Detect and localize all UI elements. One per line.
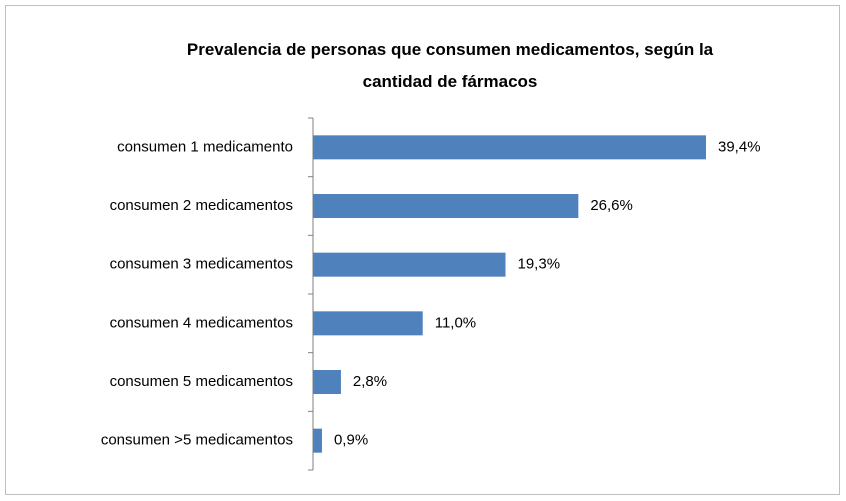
category-label: consumen 5 medicamentos (110, 373, 293, 390)
value-label: 39,4% (718, 138, 761, 155)
category-label: consumen 3 medicamentos (110, 256, 293, 273)
category-label: consumen 4 medicamentos (110, 314, 293, 331)
chart-border (5, 5, 840, 495)
bar (313, 194, 579, 218)
value-label: 11,0% (435, 314, 476, 331)
bar (313, 252, 506, 277)
bar (313, 311, 423, 336)
value-label: 0,9% (334, 432, 368, 449)
bar (313, 135, 706, 160)
bar (313, 428, 322, 453)
bar (313, 370, 341, 394)
value-label: 2,8% (353, 373, 387, 390)
value-label: 26,6% (590, 197, 633, 214)
category-label: consumen 1 medicamento (117, 138, 293, 155)
value-label: 19,3% (518, 256, 561, 273)
category-label: consumen 2 medicamentos (110, 197, 293, 214)
category-label: consumen >5 medicamentos (101, 432, 293, 449)
chart-title: Prevalencia de personas que consumen med… (186, 40, 714, 91)
